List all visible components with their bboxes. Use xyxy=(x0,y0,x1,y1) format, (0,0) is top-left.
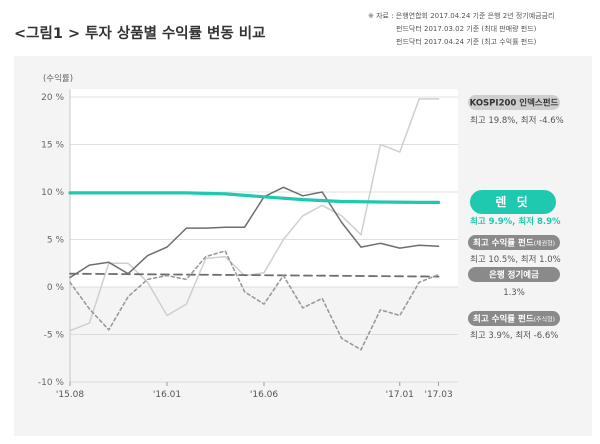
source-line-2: 펀드닥터 2017.03.02 기준 (최대 판매량 펀드) xyxy=(396,25,537,33)
x-tick-label: '15.08 xyxy=(56,390,85,400)
stock-fund-name: 최고 수익률 펀드(주식형) xyxy=(473,314,555,325)
series-line-1 xyxy=(68,191,441,204)
x-axis: '15.08 '16.01 '16.06 '17.01 '17.03 xyxy=(56,382,453,400)
y-tick-label: -10 % xyxy=(38,378,65,388)
renteed-stat: 최고 9.9%, 최저 8.9% xyxy=(470,216,561,227)
kospi-name: KOSPI200 인덱스펀드 xyxy=(470,98,559,109)
stock-fund-badge xyxy=(468,311,560,326)
x-tick-label: '17.03 xyxy=(424,390,452,400)
deposit-stat: 1.3% xyxy=(503,288,525,298)
y-tick-label: -5 % xyxy=(44,331,65,341)
source-line-3: 펀드닥터 2017.04.24 기준 (최고 수익률 펀드) xyxy=(396,38,537,46)
kospi-stat: 최고 19.8%, 최저 -4.6% xyxy=(470,115,564,126)
x-tick-label: '16.01 xyxy=(153,390,181,400)
series-line-3 xyxy=(69,272,440,278)
x-tick-label: '17.01 xyxy=(386,390,414,400)
bond-fund-badge xyxy=(468,235,560,250)
y-tick-label: 10 % xyxy=(41,188,64,198)
series-line-0 xyxy=(69,98,440,332)
y-axis-label: (수익률) xyxy=(43,73,73,84)
renteed-name: 렌 딧 xyxy=(495,194,530,209)
y-tick-label: 20 % xyxy=(41,93,64,103)
y-tick-label: 15 % xyxy=(41,141,64,151)
stock-fund-stat: 최고 3.9%, 최저 -6.6% xyxy=(470,330,558,341)
bond-fund-name: 최고 수익률 펀드(채권형) xyxy=(473,238,555,249)
series-group xyxy=(68,98,441,351)
source-note: ※ 자료 : 은행연합회 2017.04.24 기준 은행 2년 정기예금금리 … xyxy=(368,10,588,49)
upper-area xyxy=(70,89,458,287)
deposit-badge xyxy=(468,267,560,282)
x-tick-label: '16.06 xyxy=(250,390,279,400)
y-axis: 20 % 15 % 10 % 5 % 0 % -5 % -10 % (수익률) xyxy=(38,73,73,388)
grid xyxy=(70,89,458,383)
series-line-2 xyxy=(69,186,440,279)
deposit-name: 은행 정기예금 xyxy=(489,270,539,281)
y-tick-label: 0 % xyxy=(47,283,65,293)
chart-title: <그림1 > 투자 상품별 수익률 변동 비교 xyxy=(14,26,266,42)
source-line-1: ※ 자료 : 은행연합회 2017.04.24 기준 은행 2년 정기예금금리 xyxy=(368,12,555,20)
y-tick-label: 5 % xyxy=(47,236,65,246)
renteed-badge xyxy=(470,190,556,214)
bond-fund-stat: 최고 10.5%, 최저 1.0% xyxy=(470,254,561,265)
series-line-4 xyxy=(69,250,440,351)
kospi-badge xyxy=(468,95,560,110)
